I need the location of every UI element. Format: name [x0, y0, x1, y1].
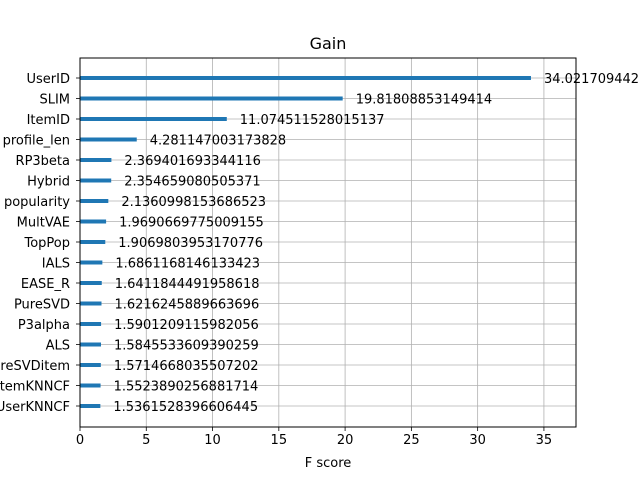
plot-frame — [79, 57, 577, 428]
y-tick-label: IALS — [42, 257, 70, 272]
bar — [80, 137, 137, 142]
bar — [80, 260, 103, 265]
y-tick-label: EASE_R — [21, 277, 70, 292]
y-tick-label: P3alpha — [18, 318, 70, 333]
x-tick-label: 5 — [142, 433, 150, 448]
bar — [80, 322, 102, 326]
bar — [80, 199, 109, 203]
bar — [80, 117, 227, 121]
bar — [80, 158, 112, 162]
value-label: 1.5845533609390259 — [114, 339, 259, 354]
bar — [80, 281, 102, 285]
y-tick-label: SLIM — [39, 93, 70, 108]
value-label: 1.9069803953170776 — [118, 236, 263, 251]
bar — [80, 383, 101, 388]
value-label: 1.6216245889663696 — [114, 298, 259, 313]
x-tick-label: 0 — [76, 433, 84, 448]
bar — [80, 76, 531, 80]
chart-title: Gain — [310, 34, 347, 53]
x-tick-label: 15 — [271, 433, 288, 448]
y-tick-label: ItemKNNCF — [0, 380, 70, 395]
x-tick-label: 35 — [536, 433, 553, 448]
y-tick-label: ItemID — [27, 113, 70, 128]
y-tick-label: PureSVD — [14, 298, 70, 313]
x-tick-label: 30 — [469, 433, 486, 448]
y-tick-label: TopPop — [23, 236, 70, 251]
x-tick-label: 20 — [337, 433, 354, 448]
bar — [80, 363, 101, 367]
y-tick-label: Hybrid — [27, 175, 70, 190]
value-label: 11.074511528015137 — [240, 113, 385, 128]
x-tick-label: 10 — [204, 433, 221, 448]
bar — [80, 219, 107, 224]
value-label: 2.369401693344116 — [124, 154, 260, 169]
bar — [80, 342, 102, 347]
y-tick-labels: UserID SLIM ItemID profile_len RP3beta Hybrid… — [0, 72, 80, 415]
x-tick-label: 25 — [403, 433, 420, 448]
bar — [80, 96, 343, 101]
y-tick-label: UserKNNCF — [0, 400, 70, 415]
bar — [80, 240, 106, 244]
value-label: 4.281147003173828 — [150, 134, 286, 149]
y-tick-label: profile_len — [3, 134, 70, 149]
y-tick-label: RP3beta — [16, 154, 70, 169]
value-label: 1.9690669775009155 — [119, 216, 264, 231]
y-tick-label: ALS — [46, 339, 70, 354]
value-label: 1.5901209115982056 — [114, 318, 259, 333]
x-axis-label: F score — [305, 456, 352, 471]
y-tick-label: MultVAE — [17, 216, 70, 231]
value-label: 34.021709442 — [544, 72, 639, 87]
y-tick-label: popularity — [4, 195, 70, 210]
bars — [80, 76, 531, 408]
y-tick-label: PureSVDitem — [0, 359, 70, 374]
value-label: 1.5714668035507202 — [114, 359, 259, 374]
bar — [80, 178, 112, 183]
value-label: 1.5361528396606445 — [113, 400, 258, 415]
bar — [80, 301, 102, 306]
value-label: 2.1360998153686523 — [121, 195, 266, 210]
value-label: 1.6411844491958618 — [115, 277, 260, 292]
value-label: 1.5523890256881714 — [114, 380, 259, 395]
value-labels: 34.021709442 19.81808853149414 11.07451152… — [113, 72, 639, 415]
y-tick-label: UserID — [27, 72, 70, 87]
x-ticks: 0 5 10 15 20 25 30 35 — [76, 427, 552, 448]
value-label: 19.81808853149414 — [356, 93, 492, 108]
bar — [80, 404, 101, 408]
value-label: 1.6861168146133423 — [115, 257, 260, 272]
value-label: 2.354659080505371 — [124, 175, 260, 190]
